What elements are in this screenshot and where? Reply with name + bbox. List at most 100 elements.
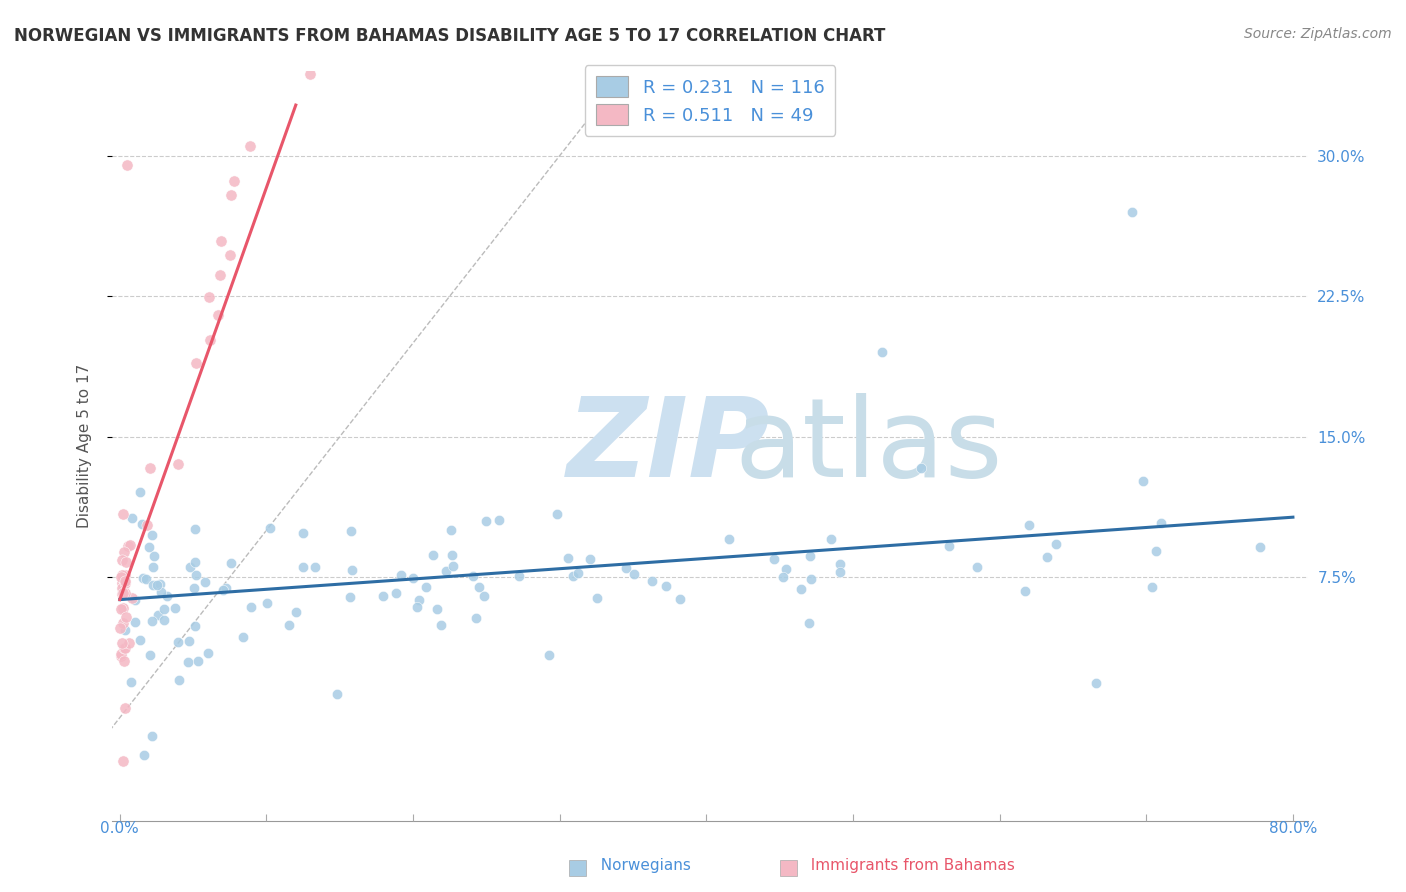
Point — [138, 648, 160, 662]
Point — [567, 566, 589, 581]
Point — [256, 596, 278, 610]
Point — [434, 564, 457, 578]
Point — [115, 158, 138, 172]
Point — [114, 555, 136, 569]
Point — [326, 687, 349, 701]
Point — [291, 560, 314, 574]
Point — [187, 655, 209, 669]
Point — [828, 557, 851, 571]
Point — [149, 577, 172, 591]
Point — [112, 544, 135, 558]
Point — [184, 523, 207, 537]
Point — [142, 549, 165, 563]
Point — [134, 747, 156, 762]
Point — [224, 174, 246, 188]
Point — [259, 521, 281, 535]
Point — [219, 188, 242, 202]
Text: Source: ZipAtlas.com: Source: ZipAtlas.com — [1244, 27, 1392, 41]
Point — [142, 559, 165, 574]
Point — [197, 290, 219, 304]
Point — [183, 582, 205, 596]
Point — [232, 630, 254, 644]
Point — [138, 540, 160, 554]
Point — [422, 548, 444, 562]
Point — [114, 574, 136, 589]
Point — [219, 248, 242, 262]
Point — [800, 572, 823, 586]
Point — [124, 592, 146, 607]
Point — [121, 591, 143, 605]
Point — [111, 575, 134, 590]
Point — [546, 508, 568, 522]
Point — [430, 618, 453, 632]
Point — [110, 569, 132, 583]
Point — [385, 586, 408, 600]
Point — [1132, 474, 1154, 488]
Legend: R = 0.231   N = 116, R = 0.511   N = 49: R = 0.231 N = 116, R = 0.511 N = 49 — [585, 65, 835, 136]
Point — [108, 621, 131, 635]
Point — [772, 570, 794, 584]
Point — [112, 586, 135, 600]
Point — [406, 599, 429, 614]
Point — [112, 654, 135, 668]
Point — [763, 552, 786, 566]
Point — [557, 550, 579, 565]
Point — [239, 139, 262, 153]
Point — [461, 569, 484, 583]
Point — [114, 567, 136, 582]
Text: NORWEGIAN VS IMMIGRANTS FROM BAHAMAS DISABILITY AGE 5 TO 17 CORRELATION CHART: NORWEGIAN VS IMMIGRANTS FROM BAHAMAS DIS… — [14, 27, 886, 45]
Point — [468, 580, 491, 594]
Point — [146, 578, 169, 592]
Point — [184, 356, 207, 370]
Point — [299, 67, 322, 81]
Point — [1014, 584, 1036, 599]
Point — [1121, 205, 1143, 219]
Point — [219, 556, 242, 570]
Point — [641, 574, 664, 588]
Point — [194, 574, 217, 589]
Point — [198, 333, 221, 347]
Point — [389, 567, 412, 582]
Point — [790, 582, 813, 597]
Point — [402, 571, 425, 585]
Point — [110, 648, 132, 662]
Point — [149, 585, 172, 599]
Point — [112, 578, 135, 592]
Point — [111, 636, 134, 650]
Point — [278, 618, 301, 632]
Point — [775, 562, 797, 576]
Point — [408, 593, 430, 607]
Text: 80.0%: 80.0% — [1268, 821, 1317, 836]
Point — [508, 569, 530, 583]
Point — [340, 563, 363, 577]
Point — [110, 602, 132, 616]
Point — [910, 461, 932, 475]
Point — [872, 345, 894, 359]
Point — [1035, 549, 1057, 564]
Point — [153, 601, 176, 615]
Point — [718, 533, 741, 547]
Point — [153, 613, 176, 627]
Point — [110, 587, 132, 601]
Point — [156, 589, 179, 603]
Text: atlas: atlas — [734, 392, 1002, 500]
Point — [121, 511, 143, 525]
Point — [488, 512, 510, 526]
Point — [209, 235, 232, 249]
Point — [440, 548, 463, 562]
Point — [112, 641, 135, 656]
Point — [111, 553, 134, 567]
Point — [114, 701, 136, 715]
Point — [129, 632, 152, 647]
Point — [186, 568, 208, 582]
Point — [1150, 516, 1173, 530]
Text: 0.0%: 0.0% — [100, 821, 139, 836]
Point — [820, 533, 842, 547]
Point — [340, 524, 363, 538]
Text: Immigrants from Bahamas: Immigrants from Bahamas — [801, 858, 1015, 872]
Point — [120, 538, 142, 552]
Point — [141, 528, 163, 542]
Point — [585, 591, 607, 605]
Point — [167, 673, 190, 688]
Point — [114, 624, 136, 638]
